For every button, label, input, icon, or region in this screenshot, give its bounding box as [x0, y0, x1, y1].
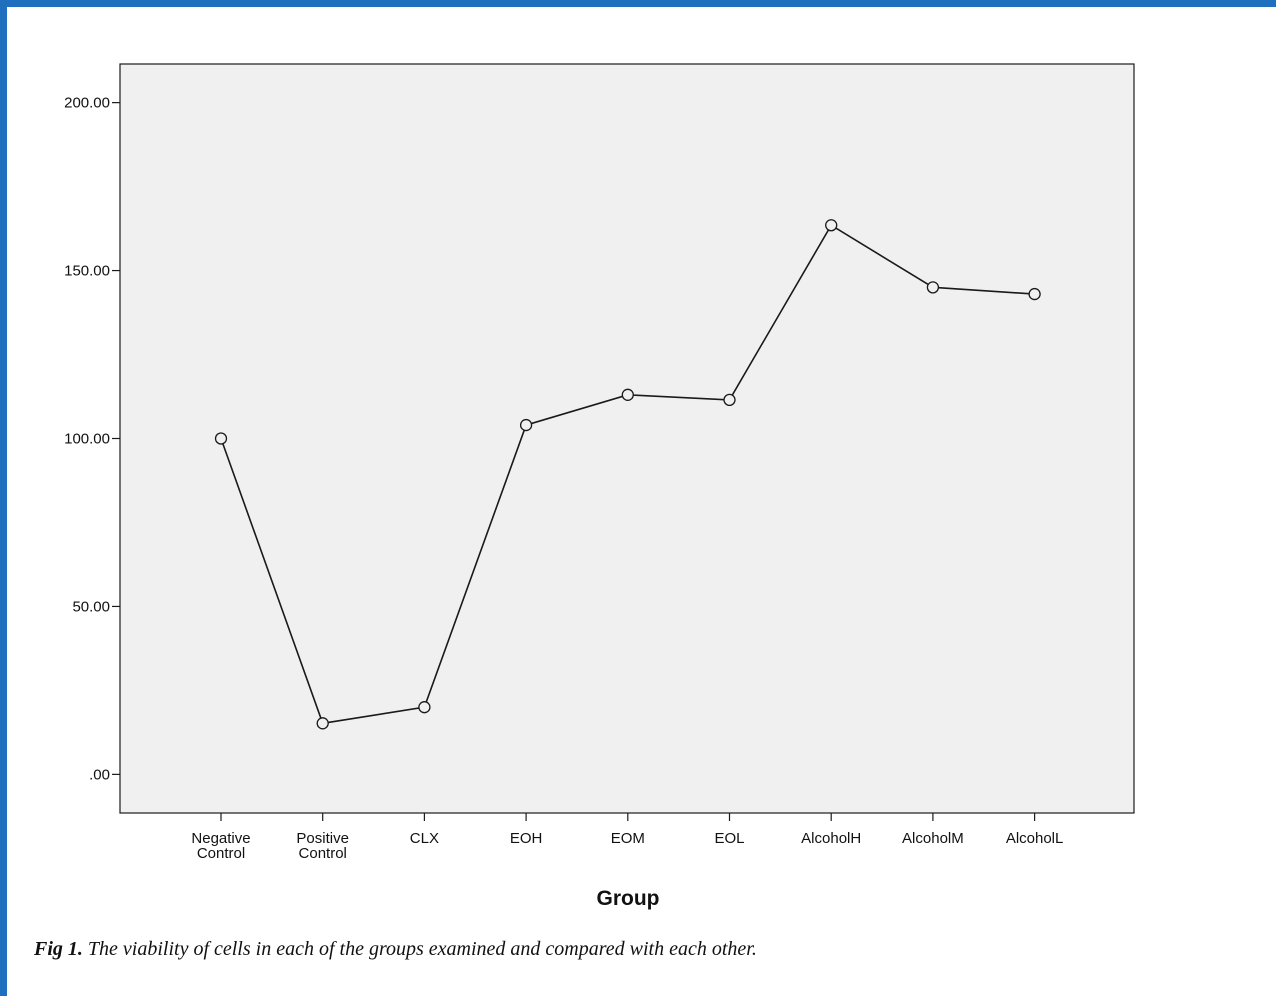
- data-point: [825, 219, 838, 232]
- data-point: [926, 281, 940, 294]
- y-axis: .00 50.00 100.00 150.00 200.00: [64, 95, 120, 783]
- data-point: [621, 388, 634, 401]
- y-tick-label: .00: [89, 766, 110, 783]
- plot-area: [119, 63, 1135, 814]
- frame-top-border: [0, 0, 1276, 7]
- data-point: [316, 717, 329, 730]
- data-point: [1028, 287, 1041, 301]
- x-axis: Negative Control Positive Control CLX EOH EOM E…: [191, 813, 1063, 862]
- x-tick-label: AlcoholM: [902, 830, 964, 847]
- figure-caption-text: The viability of cells in each of the gr…: [87, 938, 757, 960]
- data-markers: [214, 219, 1041, 730]
- x-axis-title: Group: [597, 887, 660, 910]
- x-tick-label: EOH: [510, 830, 543, 847]
- x-tick-label: EOL: [714, 830, 744, 847]
- figure-label: Fig 1.: [34, 938, 83, 960]
- x-tick-label: Positive Control: [296, 830, 349, 862]
- x-tick-label: AlcoholL: [1006, 830, 1064, 847]
- x-tick-label: Negative Control: [191, 830, 250, 862]
- data-point: [214, 432, 228, 445]
- x-tick-label: CLX: [410, 830, 439, 847]
- frame-left-border: [0, 0, 7, 996]
- data-point: [519, 418, 533, 432]
- y-tick-label: 200.00: [64, 95, 110, 112]
- figure-caption: Fig 1. The viability of cells in each of…: [34, 938, 757, 961]
- y-tick-label: 150.00: [64, 263, 110, 280]
- data-point: [723, 393, 736, 407]
- x-tick-label: AlcoholH: [801, 830, 861, 847]
- y-tick-label: 50.00: [72, 598, 110, 615]
- x-tick-label: EOM: [611, 830, 645, 847]
- y-tick-label: 100.00: [64, 431, 110, 448]
- line-chart: .00 50.00 100.00 150.00 200.00 Negative Contr…: [64, 63, 1135, 910]
- data-point: [418, 701, 431, 714]
